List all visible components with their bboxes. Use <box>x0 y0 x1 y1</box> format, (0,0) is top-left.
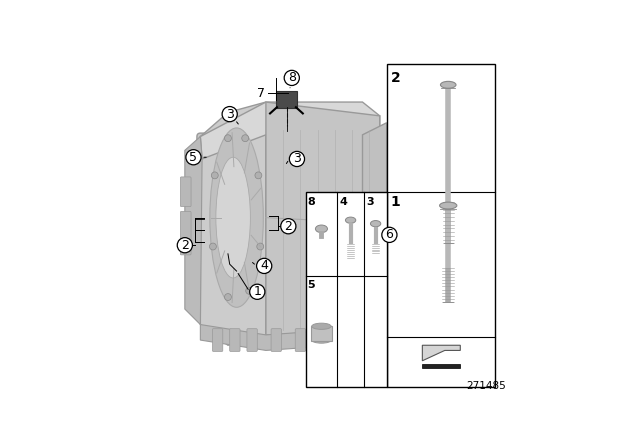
Text: 3: 3 <box>366 197 374 207</box>
FancyBboxPatch shape <box>276 91 296 108</box>
Text: 2: 2 <box>284 220 292 233</box>
Polygon shape <box>362 123 387 326</box>
Circle shape <box>255 172 262 179</box>
Ellipse shape <box>371 220 381 227</box>
FancyBboxPatch shape <box>422 363 460 368</box>
Circle shape <box>242 135 249 142</box>
Polygon shape <box>266 102 380 335</box>
Text: 5: 5 <box>189 151 198 164</box>
Text: 1: 1 <box>253 285 261 298</box>
Text: 8: 8 <box>288 71 296 84</box>
Circle shape <box>289 151 305 167</box>
Ellipse shape <box>210 128 263 307</box>
Circle shape <box>281 219 296 234</box>
Circle shape <box>186 150 201 165</box>
FancyBboxPatch shape <box>372 236 383 251</box>
Circle shape <box>250 284 265 299</box>
Circle shape <box>209 243 216 250</box>
Circle shape <box>225 135 232 142</box>
FancyBboxPatch shape <box>180 177 191 207</box>
FancyBboxPatch shape <box>197 133 390 313</box>
Text: 4: 4 <box>260 259 268 272</box>
Polygon shape <box>200 102 266 345</box>
Text: 2: 2 <box>391 71 401 85</box>
Ellipse shape <box>440 82 456 88</box>
Text: 4: 4 <box>339 197 348 207</box>
Polygon shape <box>200 102 380 159</box>
FancyBboxPatch shape <box>271 329 282 352</box>
FancyBboxPatch shape <box>247 329 257 352</box>
Ellipse shape <box>312 337 331 343</box>
Text: 3: 3 <box>226 108 234 121</box>
Text: 6: 6 <box>385 228 394 241</box>
Ellipse shape <box>312 323 331 329</box>
Circle shape <box>382 227 397 242</box>
Text: 271485: 271485 <box>466 381 506 391</box>
Circle shape <box>284 70 300 86</box>
Ellipse shape <box>316 225 328 233</box>
Text: 8: 8 <box>308 197 316 207</box>
FancyBboxPatch shape <box>305 192 387 387</box>
FancyBboxPatch shape <box>180 211 191 255</box>
Circle shape <box>222 107 237 122</box>
Text: 7: 7 <box>257 87 264 100</box>
Circle shape <box>246 287 253 294</box>
Text: 1: 1 <box>391 195 401 209</box>
Text: 2: 2 <box>181 239 189 252</box>
FancyBboxPatch shape <box>295 329 305 352</box>
Text: 5: 5 <box>308 280 316 290</box>
Text: 3: 3 <box>293 152 301 165</box>
FancyBboxPatch shape <box>311 326 332 341</box>
FancyBboxPatch shape <box>212 329 223 352</box>
Polygon shape <box>185 137 202 324</box>
Ellipse shape <box>440 202 457 209</box>
Ellipse shape <box>346 217 356 223</box>
Polygon shape <box>422 345 460 361</box>
Circle shape <box>211 172 218 179</box>
Circle shape <box>257 258 272 273</box>
FancyBboxPatch shape <box>387 64 495 387</box>
Polygon shape <box>200 324 387 350</box>
FancyBboxPatch shape <box>230 329 240 352</box>
Circle shape <box>225 293 232 301</box>
Ellipse shape <box>216 157 250 278</box>
Circle shape <box>177 237 193 253</box>
Circle shape <box>257 243 264 250</box>
